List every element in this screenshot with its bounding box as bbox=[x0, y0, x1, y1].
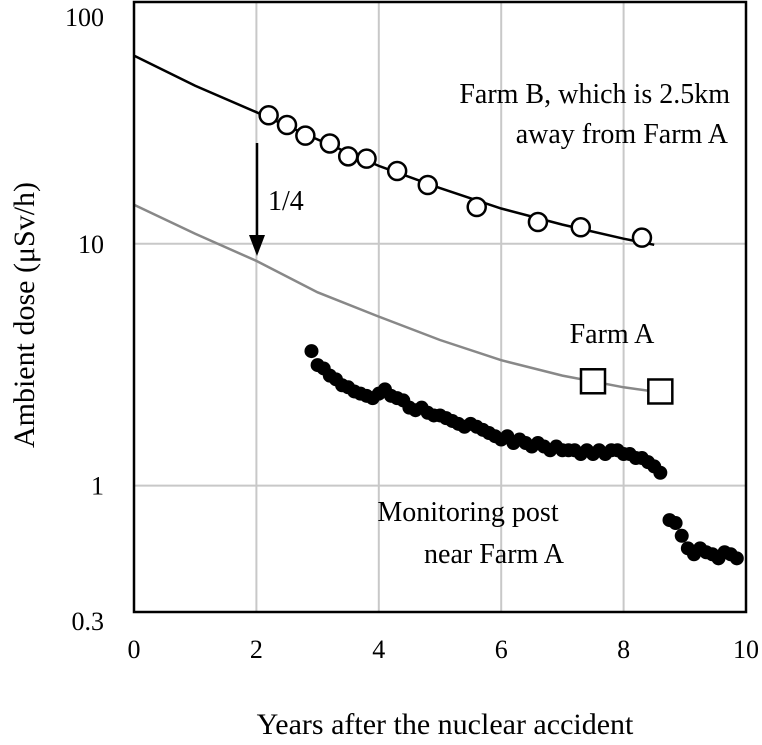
farm-b-point bbox=[276, 114, 298, 136]
farm-b-point bbox=[386, 160, 408, 182]
x-tick-label: 8 bbox=[617, 635, 630, 664]
y-axis-title: Ambient dose (μSv/h) bbox=[8, 182, 41, 448]
farm-b-point bbox=[319, 133, 341, 154]
monitoring-point bbox=[674, 528, 689, 543]
x-tick-label: 4 bbox=[372, 635, 385, 664]
monitoring-label-line2: near Farm A bbox=[424, 539, 565, 570]
reduction-arrow bbox=[249, 143, 265, 256]
farm-b-label-line1: Farm B, which is 2.5km bbox=[459, 79, 730, 110]
farm-b-point bbox=[631, 227, 653, 248]
plot-frame bbox=[132, 0, 748, 614]
y-tick-label: 0.3 bbox=[72, 607, 105, 636]
farm-b-point bbox=[466, 196, 487, 218]
monitoring-label-line1: Monitoring post bbox=[377, 497, 558, 528]
farm-b-point bbox=[527, 211, 549, 233]
trend-line bbox=[133, 54, 655, 247]
y-tick-label: 1 bbox=[91, 472, 104, 501]
x-tick-label: 6 bbox=[495, 635, 508, 664]
reduction-arrow-head bbox=[249, 235, 265, 256]
farm-b-point bbox=[356, 148, 377, 169]
farm-b-point bbox=[337, 146, 359, 167]
y-tick-label: 100 bbox=[65, 3, 104, 32]
x-tick-label: 2 bbox=[250, 635, 263, 664]
series-layer bbox=[133, 54, 744, 566]
farm-b-point bbox=[570, 217, 592, 238]
monitoring-point bbox=[668, 516, 683, 531]
farm-b-point bbox=[295, 125, 316, 146]
x-tick-label: 10 bbox=[733, 635, 759, 664]
x-tick-label: 0 bbox=[128, 635, 141, 664]
x-axis-title: Years after the nuclear accident bbox=[257, 708, 634, 741]
monitoring-point bbox=[653, 465, 668, 480]
tick-labels: 0 2 4 6 8 10 100 10 1 0.3 bbox=[65, 3, 759, 664]
farm-a-point bbox=[647, 378, 674, 405]
ratio-label: 1/4 bbox=[268, 186, 304, 217]
farm-a-point bbox=[579, 368, 607, 395]
y-tick-label: 10 bbox=[78, 230, 104, 259]
farm-a-label: Farm A bbox=[570, 319, 656, 350]
monitoring-point bbox=[729, 551, 744, 566]
farm-b-point bbox=[417, 174, 439, 196]
grid-lines bbox=[134, 2, 746, 612]
monitoring-point bbox=[304, 344, 319, 359]
farm-b-point bbox=[258, 105, 279, 126]
farm-b-label-line2: away from Farm A bbox=[516, 119, 729, 150]
